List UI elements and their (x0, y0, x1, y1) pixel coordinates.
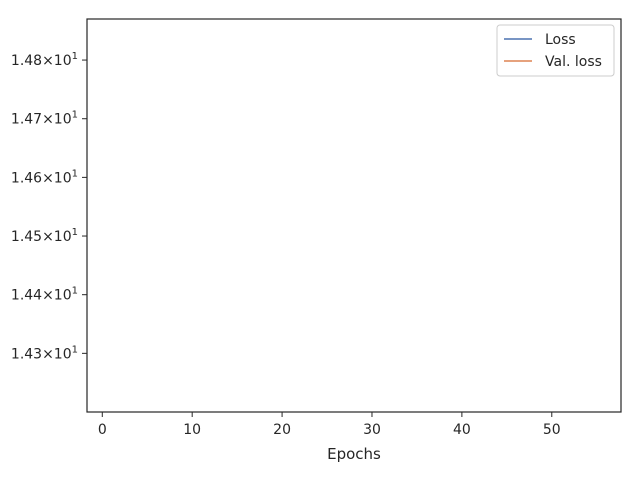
y-tick-label: 1.43×101 (11, 344, 78, 362)
legend-label-val-loss: Val. loss (545, 54, 602, 70)
legend: Loss Val. loss (496, 24, 615, 77)
plot-frame (86, 18, 622, 413)
x-tick-label: 30 (363, 422, 381, 438)
x-axis-ticks: 0 10 20 30 40 50 (98, 412, 561, 438)
legend-box (496, 24, 615, 77)
x-tick-label: 50 (543, 422, 561, 438)
y-axis-ticks: 1.43×101 1.44×101 1.45×101 1.46×101 1.47×101… (11, 51, 87, 362)
y-tick-label: 1.44×101 (11, 286, 78, 304)
x-tick-label: 10 (183, 422, 201, 438)
y-tick-label: 1.47×101 (11, 110, 78, 128)
x-tick-label: 20 (273, 422, 291, 438)
y-tick-label: 1.45×101 (11, 227, 78, 245)
y-tick-label: 1.48×101 (11, 51, 78, 69)
y-tick-label: 1.46×101 (11, 168, 78, 186)
x-axis-title: Epochs (327, 445, 381, 463)
x-tick-label: 0 (98, 422, 107, 438)
legend-label-loss: Loss (545, 32, 576, 48)
x-tick-label: 40 (453, 422, 471, 438)
